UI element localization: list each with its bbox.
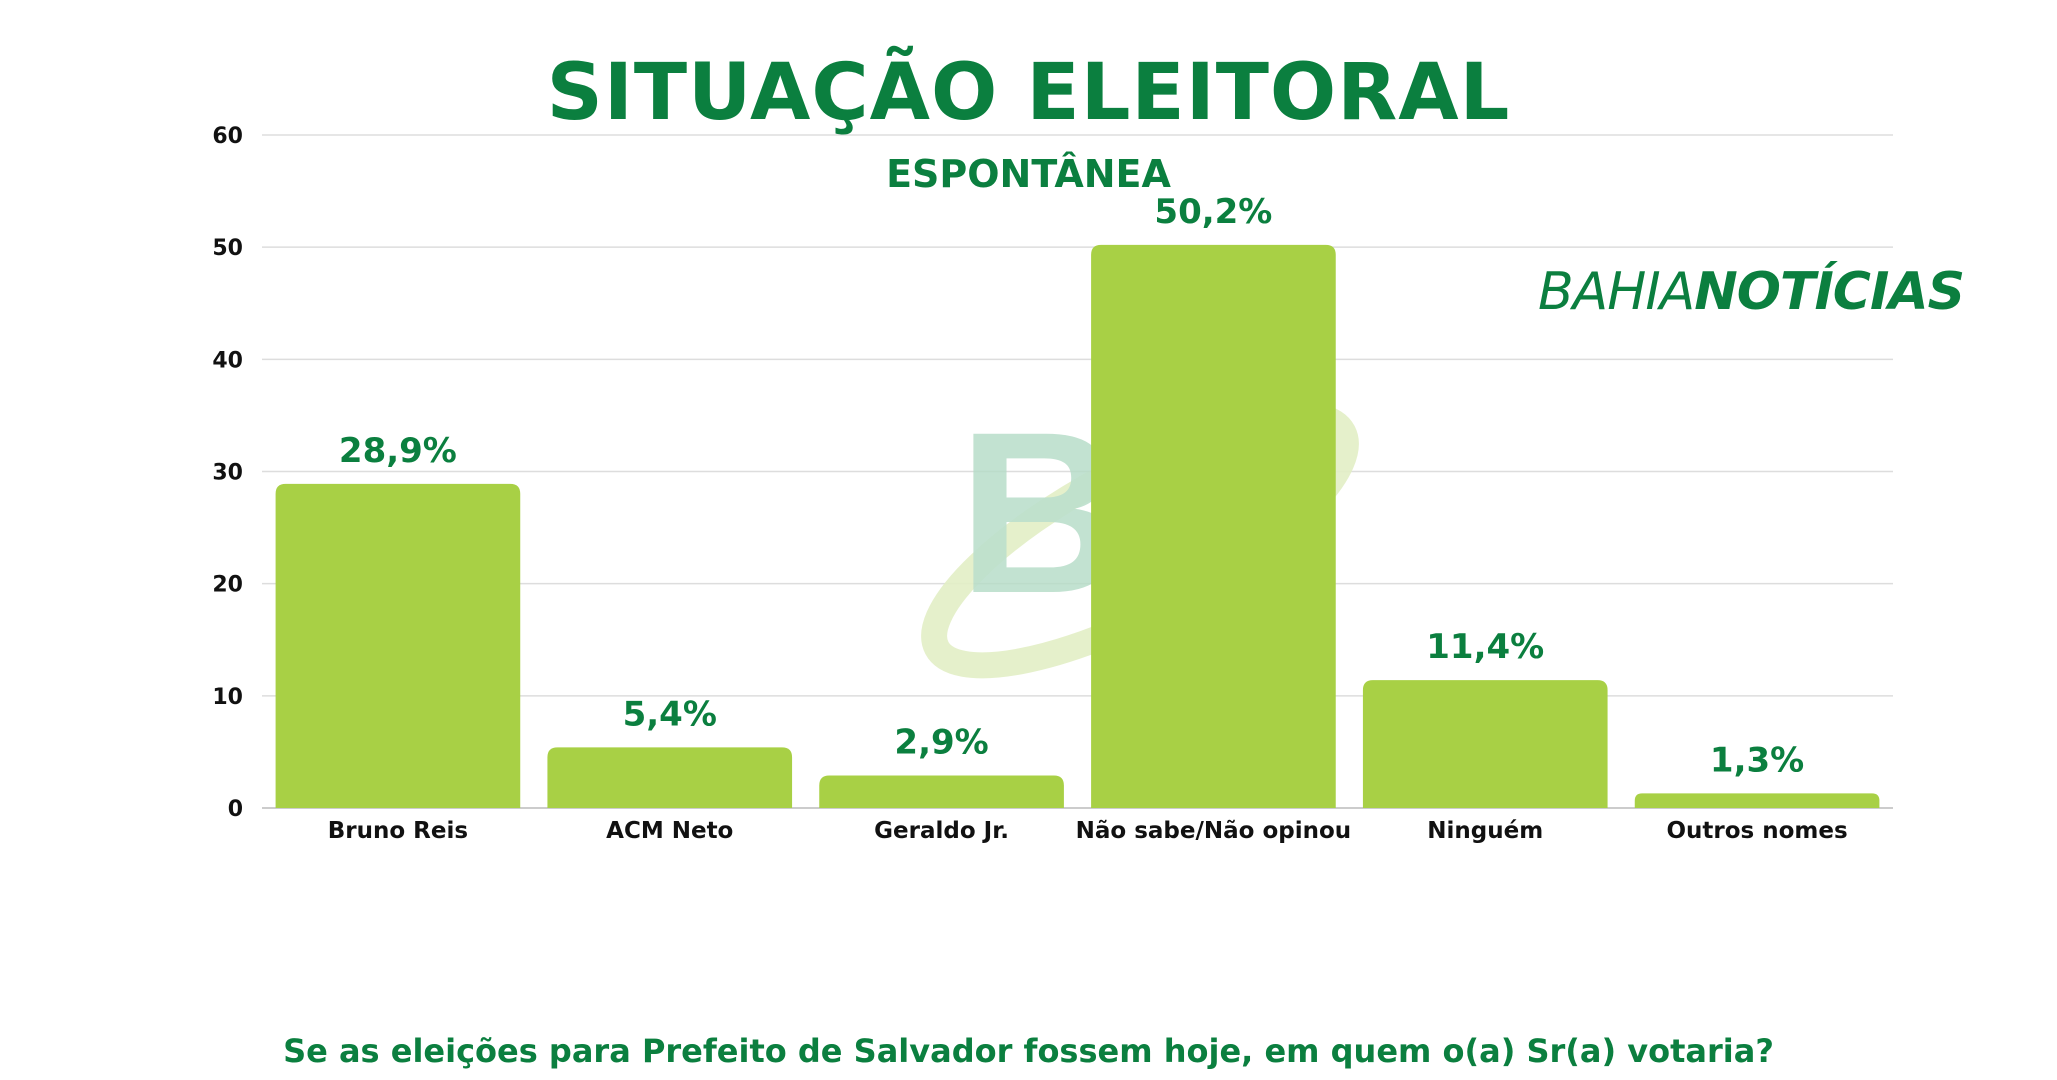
x-tick-label-0: Bruno Reis [328,818,468,844]
bar-4 [1362,680,1608,808]
x-tick-label-4: Ninguém [1427,818,1543,844]
data-label-4: 11,4% [1426,627,1544,667]
x-tick-label-2: Geraldo Jr. [874,818,1009,844]
x-tick-label-5: Outros nomes [1666,818,1847,844]
chart-title: SITUAÇÃO ELEITORAL [546,48,1511,138]
bar-2 [819,775,1064,808]
survey-question: Se as eleições para Prefeito de Salvador… [283,1032,1774,1070]
y-tick-label: 20 [212,573,243,598]
bar-0 [275,483,521,808]
y-tick-label: 60 [212,124,243,149]
data-label-5: 1,3% [1710,740,1804,780]
y-tick-label: 50 [212,236,243,261]
y-tick-label: 30 [212,461,243,486]
y-tick-label: 10 [212,685,243,710]
data-label-0: 28,9% [339,431,457,471]
x-tick-label-1: ACM Neto [606,818,733,844]
chart-subtitle: ESPONTÂNEA [886,152,1171,196]
bar-3 [1091,244,1336,808]
data-label-3: 50,2% [1154,192,1272,232]
data-label-2: 2,9% [894,722,988,762]
y-tick-label: 40 [212,348,243,373]
data-label-1: 5,4% [623,694,717,734]
logo-part-bahia: BAHIA [1538,262,1695,322]
logo-part-noticias: NOTÍCIAS [1694,262,1965,322]
y-tick-label: 0 [228,797,243,822]
x-tick-label-3: Não sabe/Não opinou [1076,818,1352,844]
bar-5 [1634,793,1880,808]
bahia-noticias-logo: BAHIANOTÍCIAS [1538,262,1965,322]
bar-1 [547,747,793,808]
